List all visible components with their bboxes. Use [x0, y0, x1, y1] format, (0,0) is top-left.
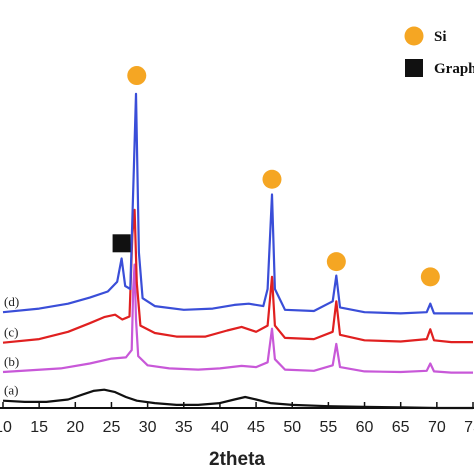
si-peak-marker	[262, 169, 282, 189]
x-tick-label: 65	[392, 419, 410, 436]
x-tick-label: 25	[103, 419, 121, 436]
x-tick-label: 60	[356, 419, 374, 436]
si-peak-marker	[326, 252, 346, 272]
legend-label: Si	[434, 29, 447, 45]
x-tick-label: 50	[283, 419, 301, 436]
x-tick-label: 45	[247, 419, 265, 436]
series-curve	[2, 208, 473, 344]
chart-markers	[112, 66, 440, 287]
series-label: (c)	[4, 325, 18, 340]
x-tick-label: 40	[211, 419, 229, 436]
series-curve	[2, 263, 473, 374]
x-tick-label: 55	[319, 419, 337, 436]
chart-axes: 10 15 20 25 30 35 40 45 50 55 60 65 70 75 2theta	[0, 402, 474, 470]
chart-legend: Si Graphite	[404, 26, 474, 77]
legend-label: Graphite	[434, 61, 474, 77]
x-axis-label: 2theta	[209, 449, 265, 470]
chart-labels: (a) (b) (c) (d)	[4, 294, 19, 397]
si-peak-marker	[420, 267, 440, 287]
series-curve	[2, 388, 473, 410]
x-tick-label: 20	[66, 419, 84, 436]
x-tick-label: 35	[175, 419, 193, 436]
x-tick-label: 75	[464, 419, 474, 436]
x-tick-label: 70	[428, 419, 446, 436]
series-label: (d)	[4, 294, 19, 309]
chart-series	[2, 92, 473, 410]
series-label: (a)	[4, 383, 18, 398]
x-tick-label: 30	[139, 419, 157, 436]
graphite-peak-marker	[112, 234, 131, 253]
legend-marker-square	[405, 59, 423, 77]
si-peak-marker	[127, 66, 147, 86]
legend-marker-circle	[404, 26, 424, 46]
x-tick-label: 10	[0, 419, 12, 436]
x-tick-label: 15	[30, 419, 48, 436]
series-curve	[2, 92, 473, 315]
series-label: (b)	[4, 354, 19, 369]
